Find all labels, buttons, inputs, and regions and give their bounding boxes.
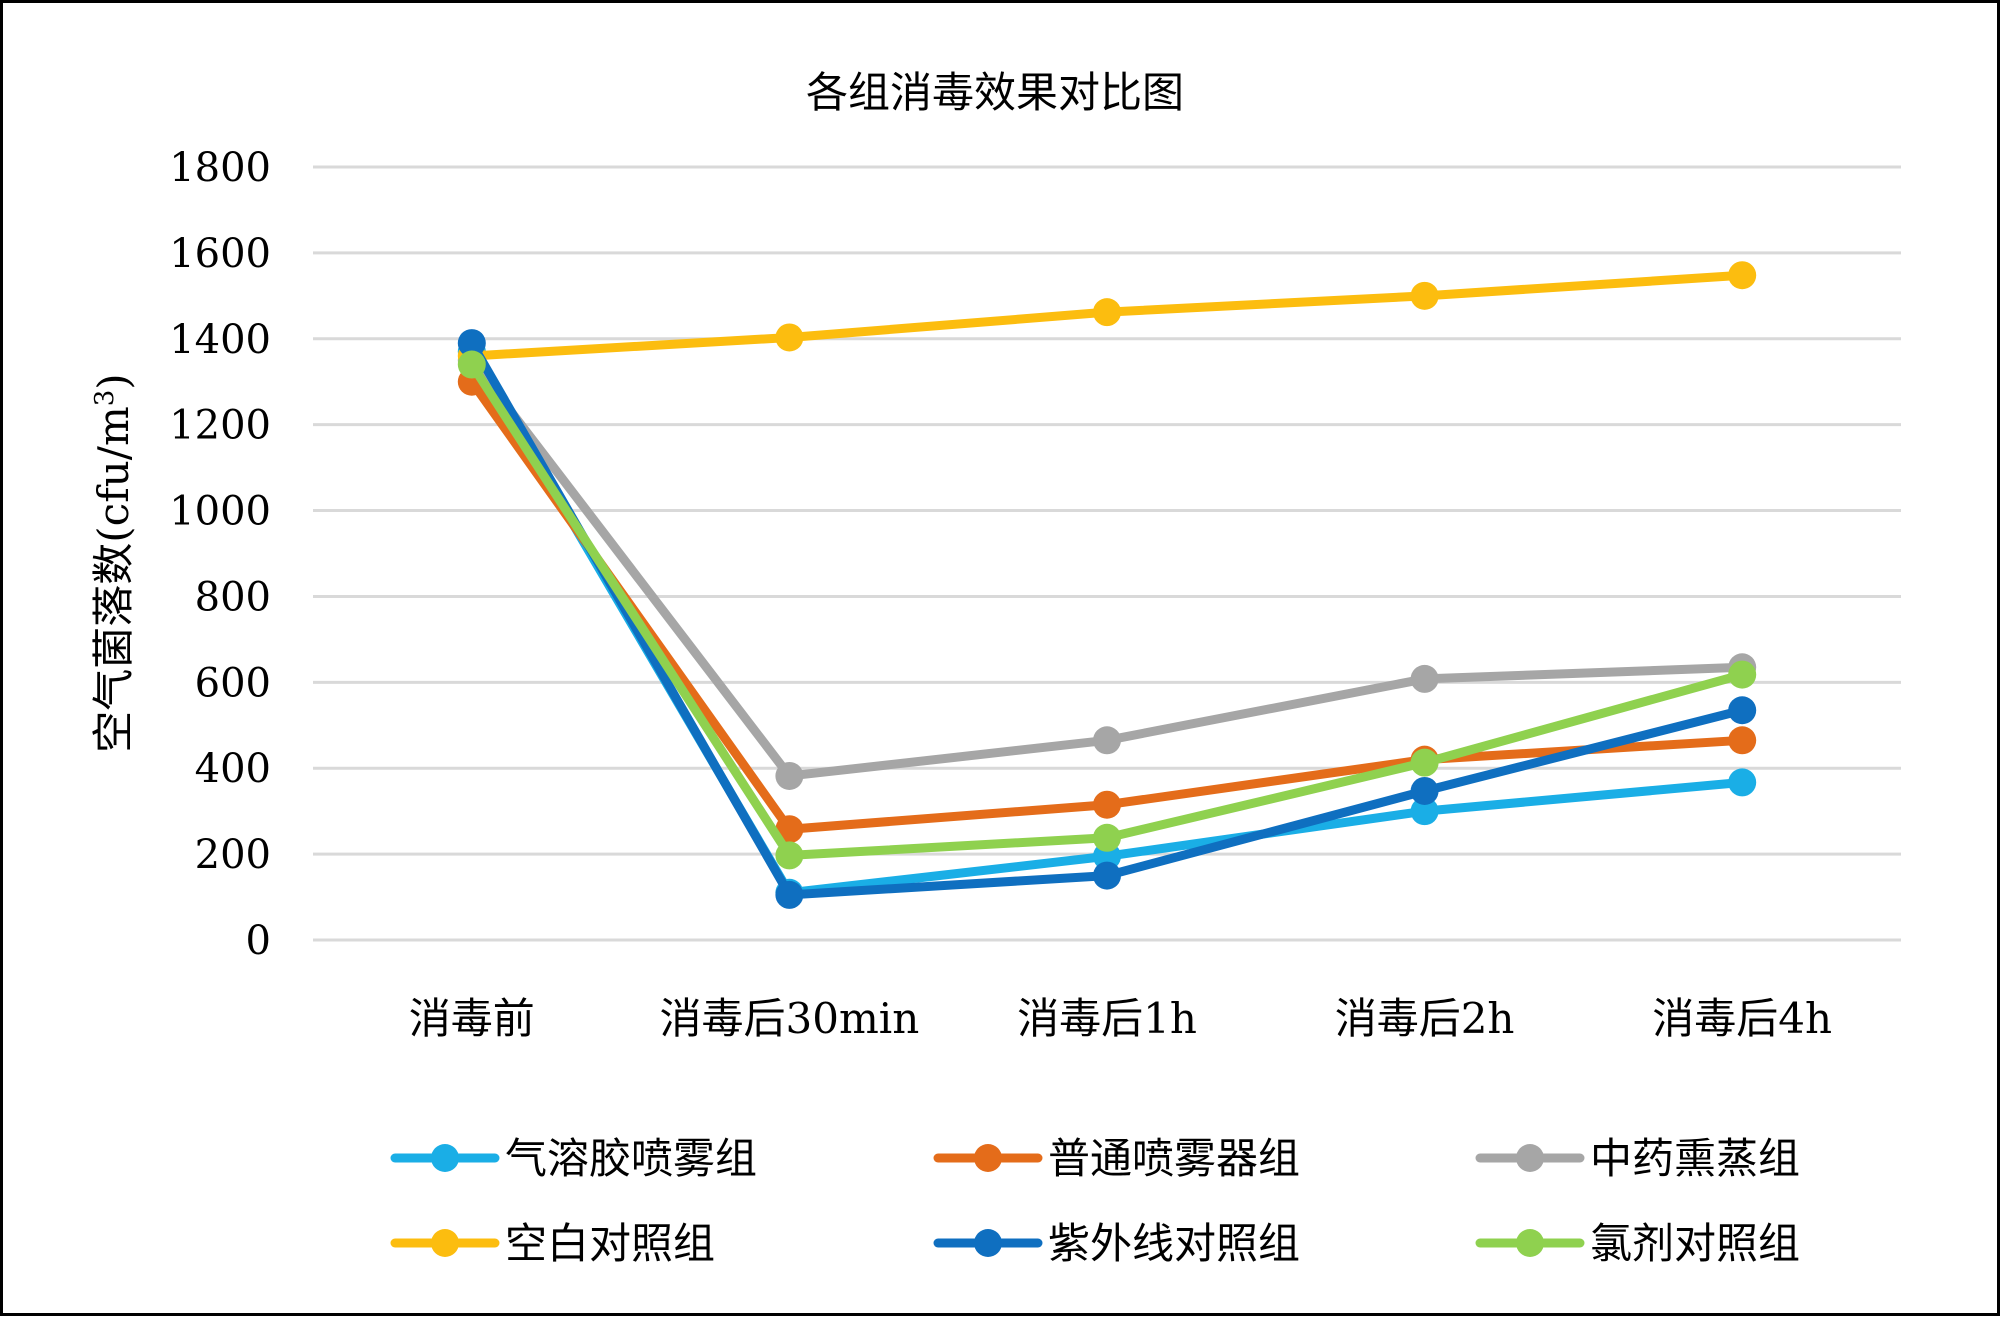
- data-point: [1093, 823, 1121, 852]
- data-point: [775, 323, 804, 352]
- chart-title: 各组消毒效果对比图: [806, 68, 1184, 117]
- data-point: [457, 329, 486, 358]
- series-1: [457, 337, 1757, 907]
- legend-swatch-marker: [974, 1229, 1002, 1257]
- data-point: [1410, 281, 1439, 310]
- data-point: [1728, 261, 1757, 290]
- y-axis-label: 空气菌落数(cfu/m3): [89, 373, 138, 752]
- legend-label: 中药熏蒸组: [1590, 1134, 1800, 1183]
- legend-label: 氯剂对照组: [1590, 1219, 1800, 1268]
- data-point: [1093, 726, 1121, 755]
- legend-item: 紫外线对照组: [933, 1219, 1300, 1268]
- y-tick-label: 1200: [169, 403, 271, 449]
- legend-label: 空白对照组: [505, 1219, 715, 1268]
- legend-swatch-marker: [431, 1144, 459, 1172]
- data-point: [1728, 726, 1757, 755]
- series-6: [457, 350, 1757, 870]
- data-point: [1410, 776, 1439, 805]
- x-category-label: 消毒后2h: [1335, 994, 1515, 1043]
- data-point: [775, 841, 804, 870]
- data-point: [775, 880, 804, 909]
- data-point: [1093, 790, 1121, 819]
- legend-swatch-marker: [1516, 1229, 1544, 1257]
- gridlines: [313, 165, 1901, 942]
- series-lines: [457, 261, 1757, 909]
- legend-label: 普通喷雾器组: [1048, 1134, 1300, 1183]
- x-category-label: 消毒后30min: [660, 994, 920, 1043]
- legend-swatch-marker: [431, 1229, 459, 1257]
- y-tick-label: 600: [195, 660, 271, 706]
- y-axis-label-superscript: 3: [90, 390, 120, 407]
- y-axis-ticks: 0 200 400 600 800 1000 1200 1400 1600 1800: [169, 145, 271, 964]
- data-point: [1093, 861, 1121, 890]
- y-tick-label: 800: [195, 574, 271, 620]
- legend-label: 紫外线对照组: [1048, 1219, 1300, 1268]
- legend-item: 气溶胶喷雾组: [390, 1134, 757, 1183]
- series-5: [457, 329, 1757, 909]
- legend-item: 普通喷雾器组: [933, 1134, 1300, 1183]
- x-axis-categories: 消毒前 消毒后30min 消毒后1h 消毒后2h 消毒后4h: [409, 994, 1832, 1043]
- y-tick-label: 0: [246, 918, 271, 964]
- data-point: [775, 815, 804, 844]
- series-4: [457, 261, 1757, 370]
- legend-swatch-marker: [974, 1144, 1002, 1172]
- y-tick-label: 400: [195, 746, 271, 792]
- series-line: [467, 355, 1747, 781]
- x-category-label: 消毒后4h: [1652, 994, 1832, 1043]
- x-category-label: 消毒后1h: [1017, 994, 1197, 1043]
- y-tick-label: 1400: [169, 317, 271, 363]
- legend-item: 中药熏蒸组: [1475, 1134, 1800, 1183]
- y-tick-label: 200: [195, 832, 271, 878]
- data-point: [457, 350, 486, 379]
- data-point: [775, 761, 804, 790]
- line-chart: 各组消毒效果对比图 0 200 400 600 800 1000 1200 1400 1600 1…: [89, 68, 1901, 1268]
- legend-swatch-marker: [1516, 1144, 1544, 1172]
- x-category-label: 消毒前: [409, 994, 535, 1043]
- y-tick-label: 1600: [169, 231, 271, 277]
- data-point: [1410, 664, 1439, 693]
- data-point: [1093, 298, 1121, 327]
- series-2: [457, 367, 1757, 844]
- data-point: [1410, 748, 1439, 777]
- y-tick-label: 1800: [169, 145, 271, 191]
- legend-item: 氯剂对照组: [1475, 1219, 1800, 1268]
- legend-item: 空白对照组: [390, 1219, 715, 1268]
- data-point: [1728, 660, 1757, 689]
- data-point: [1728, 696, 1757, 725]
- legend-label: 气溶胶喷雾组: [505, 1134, 757, 1183]
- y-tick-label: 1000: [169, 489, 271, 535]
- data-point: [1728, 768, 1757, 797]
- data-point: [1410, 797, 1439, 826]
